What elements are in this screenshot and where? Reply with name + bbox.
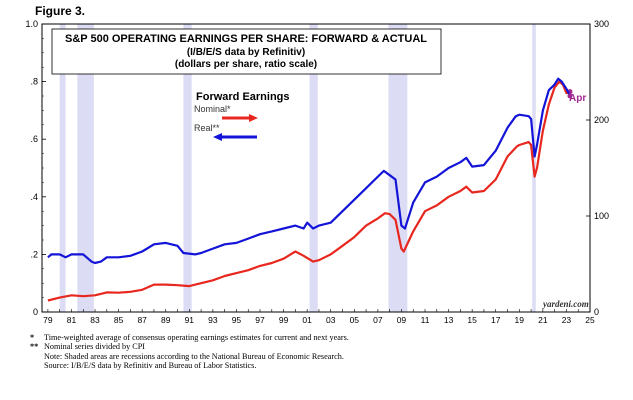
left-tick-label: .6	[30, 134, 38, 144]
legend-nominal-label: Nominal*	[194, 104, 231, 114]
series-lines	[47, 77, 573, 302]
x-tick-label: 17	[491, 315, 501, 325]
left-tick-label: .4	[30, 192, 38, 202]
x-tick-label: 01	[302, 315, 312, 325]
left-tick-label: 1.0	[25, 19, 38, 29]
figure-label: Figure 3.	[35, 4, 86, 18]
recession-band	[183, 24, 192, 312]
x-tick-label: 85	[114, 315, 124, 325]
footnote-text: Time-weighted average of consensus opera…	[44, 333, 349, 342]
left-tick-label: 0	[33, 307, 38, 317]
x-tick-label: 93	[208, 315, 218, 325]
x-tick-label: 21	[538, 315, 548, 325]
x-tick-label: 25	[585, 315, 595, 325]
x-tick-label: 07	[373, 315, 383, 325]
footnote-mark: *	[30, 333, 35, 342]
x-tick-label: 95	[232, 315, 242, 325]
x-tick-label: 81	[67, 315, 77, 325]
recession-band	[59, 24, 66, 312]
chart-title: S&P 500 OPERATING EARNINGS PER SHARE: FO…	[65, 33, 427, 45]
legend-real-label: Real**	[194, 123, 220, 133]
x-tick-label: 23	[562, 315, 572, 325]
footnote-text: Source: I/B/E/S data by Refinitiv and Bu…	[44, 361, 257, 371]
right-tick-label: 300	[594, 19, 609, 29]
legend-nominal-arrow	[249, 114, 258, 122]
end-label: Apr	[569, 93, 586, 104]
x-tick-label: 13	[444, 315, 454, 325]
footnote-row: Source: I/B/E/S data by Refinitiv and Bu…	[30, 361, 349, 370]
footnote-row: Note: Shaded areas are recessions accord…	[30, 352, 349, 361]
footnote-mark: **	[30, 342, 39, 352]
legend-real-arrow	[213, 133, 222, 141]
axis-ticks: 0 .2 .4 .6 .8 1.0 0 100 200 300 79 81 83 85 87 89 91 93 95…	[25, 19, 609, 325]
x-tick-label: 11	[421, 315, 430, 325]
x-tick-label: 19	[515, 315, 525, 325]
left-tick-label: .8	[30, 77, 38, 87]
footnote-mark	[30, 352, 44, 361]
x-tick-label: 15	[467, 315, 477, 325]
right-tick-label: 0	[594, 307, 599, 317]
legend-title: Forward Earnings	[196, 91, 290, 103]
title-box	[51, 28, 442, 75]
footnote-mark	[30, 361, 44, 370]
recession-band	[309, 24, 318, 312]
footnote-row: * Time-weighted average of consensus oper…	[30, 333, 349, 342]
right-tick-label: 100	[594, 211, 609, 221]
x-tick-label: 03	[326, 315, 336, 325]
x-tick-label: 83	[90, 315, 100, 325]
x-tick-label: 97	[255, 315, 265, 325]
recession-band	[388, 24, 408, 312]
chart-subtitle: (I/B/E/S data by Refinitiv)	[187, 47, 305, 58]
x-tick-label: 09	[397, 315, 407, 325]
right-tick-label: 200	[594, 115, 609, 125]
x-tick-label: 99	[279, 315, 289, 325]
x-tick-label: 87	[137, 315, 147, 325]
real-end-point	[567, 93, 573, 99]
left-tick-label: .2	[30, 249, 38, 259]
recession-band	[77, 24, 94, 312]
chart-subtitle-2: (dollars per share, ratio scale)	[175, 59, 317, 70]
x-tick-label: 89	[161, 315, 171, 325]
watermark: yardeni.com	[542, 299, 589, 309]
footnote-text: Note: Shaded areas are recessions accord…	[44, 351, 344, 361]
footnote-text: Nominal series divided by CPI	[44, 342, 145, 352]
real-series-line	[47, 77, 571, 265]
footnote-row: ** Nominal series divided by CPI	[30, 342, 349, 351]
x-tick-label: 05	[350, 315, 360, 325]
x-tick-label: 79	[43, 315, 53, 325]
x-tick-label: 91	[185, 315, 195, 325]
nominal-series-line	[47, 80, 571, 302]
footnotes: * Time-weighted average of consensus oper…	[30, 333, 349, 371]
